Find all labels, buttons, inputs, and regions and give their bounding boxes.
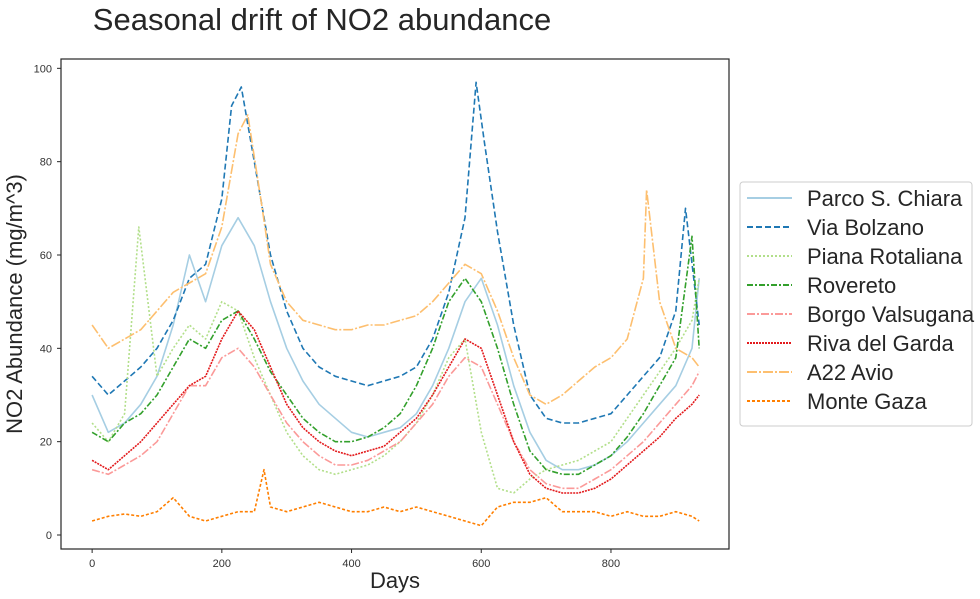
legend-label-2: Piana Rotaliana bbox=[807, 244, 963, 269]
legend-label-0: Parco S. Chiara bbox=[807, 186, 963, 211]
series-line-1 bbox=[91, 81, 700, 424]
legend-label-7: Monte Gaza bbox=[807, 389, 928, 414]
y-tick-label: 0 bbox=[46, 530, 52, 542]
series-line-4 bbox=[91, 347, 700, 490]
x-tick-label: 400 bbox=[342, 558, 360, 570]
plot-frame bbox=[60, 58, 730, 550]
legend-label-4: Borgo Valsugana bbox=[807, 302, 975, 327]
y-tick-label: 40 bbox=[40, 343, 52, 355]
legend-frame bbox=[739, 181, 973, 427]
legend-label-3: Rovereto bbox=[807, 273, 896, 298]
x-tick-label: 600 bbox=[472, 558, 490, 570]
legend-label-6: A22 Avio bbox=[807, 360, 893, 385]
y-tick-label: 60 bbox=[40, 250, 52, 262]
y-axis-title: NO2 Abundance (mg/m^3) bbox=[2, 174, 27, 434]
legend-label-1: Via Bolzano bbox=[807, 215, 924, 240]
series-line-0 bbox=[91, 216, 700, 471]
x-tick-label: 200 bbox=[213, 558, 231, 570]
x-axis-title: Days bbox=[370, 568, 420, 593]
x-tick-label: 800 bbox=[602, 558, 620, 570]
series-line-7 bbox=[91, 468, 700, 527]
series-line-5 bbox=[91, 310, 700, 494]
series-layer bbox=[91, 81, 700, 527]
y-tick-label: 80 bbox=[40, 157, 52, 169]
ticks-layer: 0 200 400 600 800 0 20 40 60 80 100 bbox=[34, 63, 621, 570]
legend: Parco S. Chiara Via Bolzano Piana Rotalian… bbox=[739, 181, 975, 427]
series-line-2 bbox=[91, 226, 700, 494]
x-tick-label: 0 bbox=[89, 558, 95, 570]
series-line-3 bbox=[91, 235, 700, 476]
y-tick-label: 20 bbox=[40, 437, 52, 449]
y-tick-label: 100 bbox=[34, 63, 52, 75]
chart-title: Seasonal drift of NO2 abundance bbox=[93, 2, 551, 37]
legend-label-5: Riva del Garda bbox=[807, 331, 955, 356]
series-line-6 bbox=[91, 114, 700, 406]
